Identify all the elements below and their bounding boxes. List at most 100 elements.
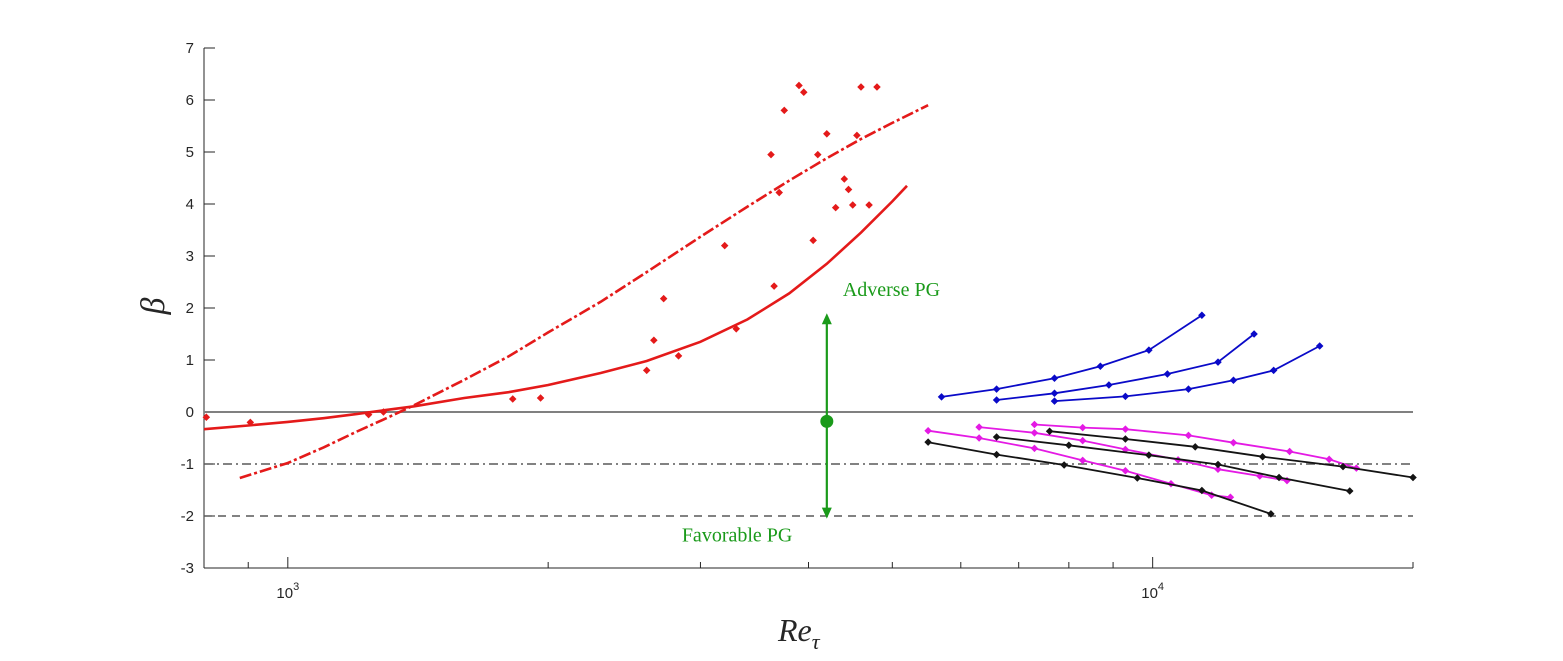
data-point [1030, 429, 1039, 437]
arrow-up-head [821, 313, 832, 325]
x-tick-label: 104 [1141, 581, 1164, 602]
data-point [1214, 358, 1222, 366]
data-point [1409, 473, 1417, 482]
arrow-down-head [821, 507, 832, 519]
data-point [1325, 455, 1333, 464]
series-line [927, 429, 1231, 499]
series-line [1034, 423, 1357, 470]
data-point [857, 83, 865, 91]
data-point [1339, 462, 1347, 471]
data-point [1078, 456, 1087, 465]
data-point [1229, 438, 1238, 447]
data-point [1214, 460, 1222, 469]
x-tick-label-base: 10 [276, 585, 293, 602]
data-point [992, 385, 1001, 393]
data-point [1191, 443, 1199, 451]
data-point [840, 175, 849, 183]
series-line [941, 314, 1203, 398]
data-point [992, 433, 1001, 441]
data-point [780, 106, 789, 115]
data-point [1121, 392, 1130, 401]
series-4 [992, 330, 1258, 404]
data-point [1121, 466, 1130, 475]
y-tick-label: 3 [186, 248, 194, 265]
data-point [844, 185, 853, 194]
series-line [1054, 345, 1321, 402]
data-point [831, 203, 840, 212]
data-point [1121, 425, 1130, 433]
data-point [674, 352, 683, 360]
series-2 [239, 104, 929, 480]
data-point [1275, 473, 1283, 482]
adverse-pg-label: Adverse PG [843, 279, 940, 301]
x-tick-label-exponent: 3 [293, 581, 299, 593]
y-tick-label: 4 [186, 196, 194, 213]
y-tick-label: 0 [186, 404, 194, 421]
data-point [642, 366, 651, 375]
y-axis-label: β [135, 297, 172, 315]
data-point [536, 394, 545, 402]
x-axis-label-wrap: Reτ [777, 612, 821, 654]
data-point [1030, 444, 1039, 453]
data-point [1050, 374, 1059, 382]
series-10 [992, 433, 1354, 495]
data-point [1285, 447, 1294, 456]
data-point [1045, 427, 1054, 436]
data-point [732, 325, 741, 333]
data-point [1267, 510, 1275, 518]
data-point [848, 201, 857, 209]
data-point [1198, 486, 1206, 495]
data-point [720, 241, 729, 250]
x-tick-label: 103 [276, 581, 299, 602]
data-point [865, 201, 873, 209]
series-line [1049, 430, 1414, 479]
series-line [996, 436, 1350, 492]
data-point [795, 81, 803, 90]
y-tick-label: -2 [181, 508, 194, 525]
data-point [1078, 436, 1087, 445]
y-tick-label: 5 [186, 144, 194, 161]
series-11 [1045, 427, 1417, 482]
data-point [1315, 342, 1324, 350]
data-point [1050, 397, 1059, 405]
data-point [800, 88, 808, 96]
series-line [927, 441, 1272, 515]
data-point [767, 150, 775, 159]
series-5 [1050, 342, 1324, 405]
data-point [1060, 461, 1068, 469]
fit-curve [239, 104, 929, 480]
data-point [1229, 376, 1238, 385]
data-point [992, 396, 1001, 404]
data-point [1258, 452, 1267, 461]
y-tick-label: -1 [181, 456, 194, 473]
data-point [823, 130, 831, 138]
series-group [202, 81, 1417, 518]
series-9 [924, 438, 1275, 518]
data-point [775, 188, 783, 197]
favorable-pg-label: Favorable PG [682, 525, 793, 547]
y-tick-label: 2 [186, 300, 194, 317]
data-point [873, 83, 881, 91]
data-point [1256, 472, 1264, 480]
x-axis-label-subscript: τ [812, 629, 821, 654]
data-point [814, 150, 822, 159]
data-point [1214, 465, 1222, 473]
data-point [1145, 451, 1153, 459]
data-point [1096, 362, 1105, 371]
arrow-origin-dot [820, 414, 834, 428]
data-point [1121, 435, 1130, 443]
data-point [508, 395, 517, 403]
data-point [924, 426, 932, 435]
series-line [996, 333, 1255, 401]
series-0 [202, 81, 881, 427]
data-point [937, 393, 946, 401]
data-point [853, 131, 861, 140]
data-point [202, 413, 211, 421]
y-tick-label: 6 [186, 92, 194, 109]
data-point [1184, 385, 1193, 393]
data-point [1065, 441, 1073, 450]
x-tick-label-base: 10 [1141, 585, 1158, 602]
